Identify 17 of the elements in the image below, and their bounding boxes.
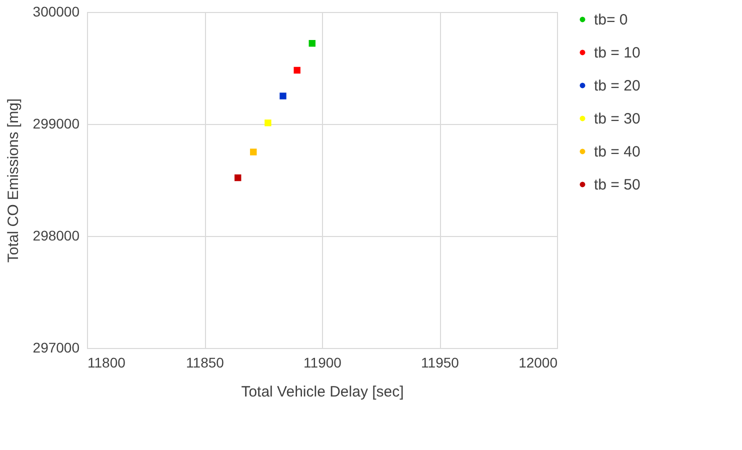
- x-tick-label: 11900: [304, 354, 342, 370]
- legend-label: tb = 30: [594, 110, 640, 128]
- y-tick-label: 297000: [32, 340, 80, 356]
- x-tick-label: 11800: [88, 354, 126, 370]
- legend-label: tb= 0: [594, 12, 628, 28]
- x-tick-label: 12000: [518, 354, 558, 370]
- x-tick-label: 11950: [421, 354, 460, 370]
- y-axis-title: Total CO Emissions [mg]: [4, 98, 22, 263]
- y-tick-label: 298000: [32, 228, 80, 244]
- y-tick-label: 299000: [32, 116, 80, 132]
- x-axis-title: Total Vehicle Delay [sec]: [241, 384, 404, 400]
- legend-label: tb = 40: [594, 144, 640, 160]
- legend-label: tb = 10: [594, 44, 640, 62]
- legend-label: tb = 20: [594, 78, 640, 94]
- y-tick-label: 300000: [32, 4, 80, 20]
- legend-label: tb = 50: [594, 176, 640, 194]
- x-tick-label: 11850: [186, 354, 224, 370]
